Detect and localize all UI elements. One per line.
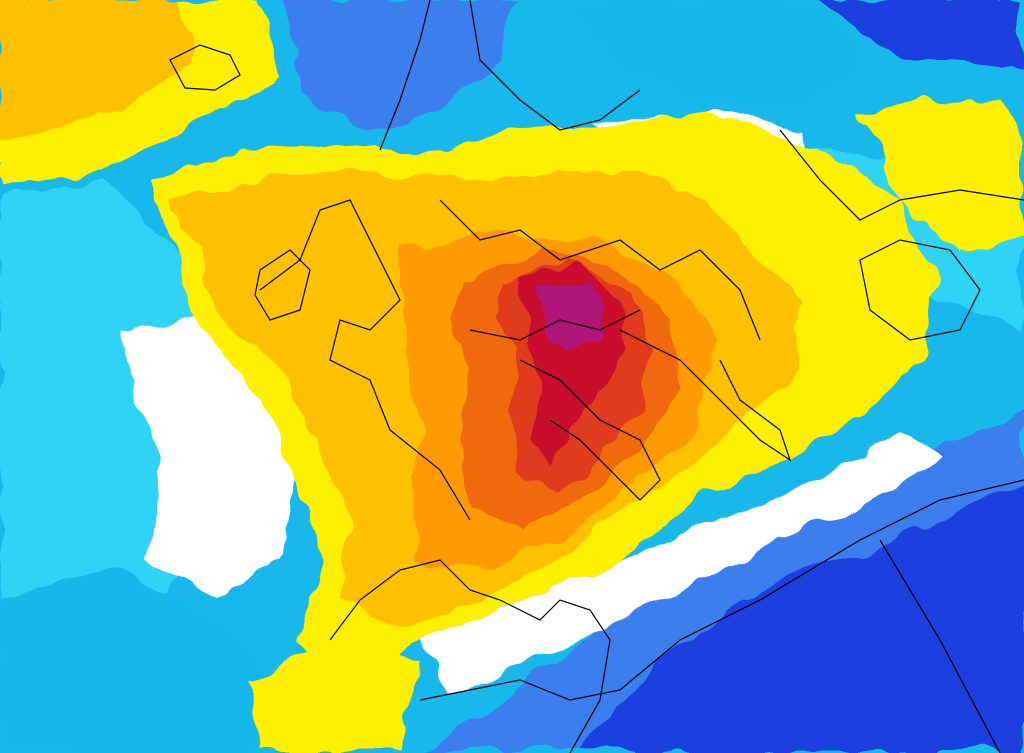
coastline-north-africa [419,479,1024,701]
deep-blue-region-southeast [560,470,1024,753]
coastline-balkans [619,329,792,462]
mid-blue-region-north [280,0,520,130]
coastline-scandinavia [379,0,641,151]
yellow-region-southwest [250,640,420,753]
coastline-ireland [254,249,311,321]
coastline-iceland [169,44,241,91]
deep-blue-region-north [820,0,1024,70]
yellow-region-east [860,100,1024,250]
light-orange-region-northwest [0,0,200,140]
coastline-black-sea [859,239,981,341]
magenta-core [535,280,610,350]
coastline-italy [519,359,661,501]
border-east [779,129,1024,753]
border-lines-central [439,199,761,341]
cyan-region-southwest [0,570,320,753]
coastline-iberia [329,559,611,753]
cyan-region-north [560,0,860,110]
white-band-south [420,430,940,690]
mid-blue-region-southeast [420,410,1024,753]
coastline-layer [169,0,1024,753]
coastline-france-uk [259,199,471,521]
